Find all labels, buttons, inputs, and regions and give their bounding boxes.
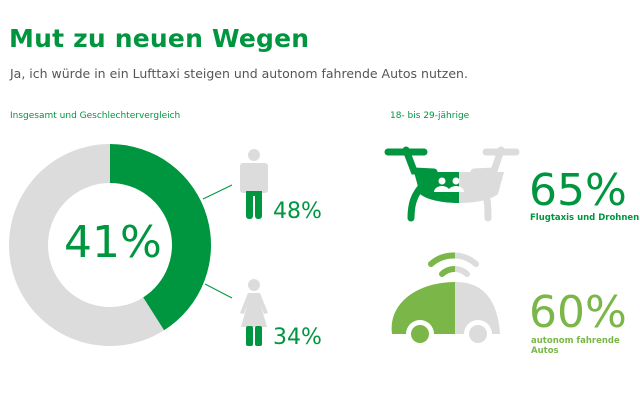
car-label: autonom fahrende Autos — [531, 336, 620, 356]
drone-icon — [384, 146, 520, 222]
men-value: 48% — [273, 199, 322, 224]
donut-center-value: 41% — [64, 217, 162, 268]
autonomous-car-icon — [391, 252, 500, 348]
connector-men — [202, 184, 233, 200]
section-heading-young: 18- bis 29-jährige — [390, 111, 470, 121]
man-icon — [240, 149, 268, 219]
drone-value: 65% — [529, 165, 627, 216]
page-title: Mut zu neuen Wegen — [9, 24, 310, 53]
page-subtitle: Ja, ich würde in ein Lufttaxi steigen un… — [10, 66, 468, 81]
donut-chart — [8, 144, 268, 346]
connector-women — [204, 283, 233, 299]
car-value: 60% — [529, 287, 627, 338]
section-heading-overall: Insgesamt und Geschlechtervergleich — [10, 111, 181, 121]
women-value: 34% — [273, 325, 322, 350]
donut-slice-yes — [110, 144, 211, 331]
woman-icon — [240, 279, 268, 346]
drone-label: Flugtaxis und Drohnen — [530, 213, 640, 223]
donut-slice-no — [8, 144, 165, 346]
